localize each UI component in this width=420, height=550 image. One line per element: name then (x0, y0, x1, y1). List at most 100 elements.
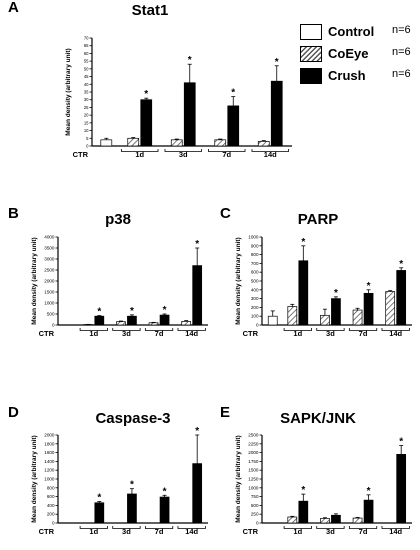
y-tick-label: 1750 (248, 459, 259, 464)
legend-item-coeye: CoEye n=6 (300, 46, 420, 64)
y-tick-label: 0 (52, 521, 55, 526)
y-tick-label: 300 (251, 296, 259, 301)
control-swatch (300, 24, 322, 40)
y-tick-label: 40 (84, 82, 89, 87)
x-tick-label: 1d (135, 150, 144, 159)
bar-crush (396, 454, 407, 524)
y-tick-label: 0 (256, 323, 259, 328)
bar-coeye (170, 139, 183, 147)
bar-crush (183, 82, 196, 147)
group-bracket (79, 328, 108, 331)
group-bracket (177, 526, 206, 529)
x-tick-label: 14d (389, 527, 402, 536)
significance-star: * (163, 486, 167, 497)
y-tick-label: 1000 (44, 477, 55, 482)
bar-coeye (320, 518, 330, 524)
panel-letter: E (220, 404, 230, 421)
bar-crush (127, 315, 137, 326)
y-tick-label: 0 (52, 323, 55, 328)
coeye-swatch (300, 46, 322, 62)
group-bracket (164, 149, 202, 152)
group-bracket (144, 526, 174, 529)
x-tick-label: CTR (243, 329, 259, 338)
y-tick-label: 400 (47, 503, 55, 508)
group-bracket (348, 328, 378, 331)
significance-star: * (97, 307, 101, 318)
chart-panel-e: E SAPK/JNK Mean density (arbitrary unit) 0 2… (220, 404, 412, 536)
x-tick-label: 3d (122, 527, 131, 536)
group-bracket (283, 526, 312, 529)
y-tick-label: 400 (251, 287, 259, 292)
y-tick-label: 10 (84, 128, 89, 133)
bar-coeye (320, 314, 330, 326)
x-tick-label: CTR (39, 527, 55, 536)
chart-panel-a: A Stat1 Mean density (arbitrary unit) 0 5 10 1… (8, 0, 292, 159)
bar-crush (363, 292, 374, 326)
y-tick-label: 500 (251, 279, 259, 284)
legend-item-control: Control n=6 (300, 24, 420, 42)
crush-swatch (300, 68, 322, 84)
bar-crush (298, 500, 309, 524)
y-tick-label: 1000 (248, 485, 259, 490)
y-tick-label: 2000 (44, 279, 55, 284)
legend-n: n=6 (392, 68, 411, 80)
y-tick-label: 3500 (44, 246, 55, 251)
x-tick-label: CTR (39, 329, 55, 338)
significance-star: * (188, 55, 192, 66)
y-tick-label: 3000 (44, 257, 55, 262)
x-tick-label: 14d (185, 329, 198, 338)
bar-coeye (287, 516, 298, 524)
y-tick-label: 500 (47, 312, 55, 317)
bar-coeye (127, 137, 140, 147)
y-tick-label: 800 (251, 252, 259, 257)
x-tick-label: 7d (222, 150, 231, 159)
group-bracket (348, 526, 378, 529)
y-tick-label: 1500 (248, 468, 259, 473)
y-tick-label: 250 (251, 512, 259, 517)
significance-star: * (334, 288, 338, 299)
bar-coeye (352, 517, 363, 524)
y-axis-label: Mean density (arbitrary unit) (31, 237, 38, 324)
legend-n: n=6 (392, 24, 411, 36)
y-tick-label: 800 (47, 485, 55, 490)
y-tick-label: 45 (84, 74, 89, 79)
group-bracket (79, 526, 108, 529)
group-bracket (121, 149, 159, 152)
group-bracket (316, 526, 345, 529)
bar-crush (331, 298, 341, 326)
bar-crush (127, 493, 137, 524)
significance-star: * (367, 281, 371, 292)
y-tick-label: 200 (251, 305, 259, 310)
y-tick-label: 55 (84, 59, 89, 64)
y-tick-label: 1250 (248, 477, 259, 482)
bar-crush (270, 80, 283, 147)
y-tick-label: 60 (84, 51, 89, 56)
panel-letter: D (8, 404, 19, 421)
bar-coeye (148, 322, 159, 326)
x-tick-label: 1d (89, 527, 98, 536)
y-axis-label: Mean density (arbitrary unit) (235, 237, 242, 324)
group-bracket (283, 328, 312, 331)
bar-crush (363, 499, 374, 524)
y-tick-label: 600 (47, 494, 55, 499)
group-bracket (144, 328, 174, 331)
bar-crush (298, 260, 309, 326)
x-tick-label: 3d (122, 329, 131, 338)
x-tick-label: 14d (264, 150, 277, 159)
y-tick-label: 25 (84, 105, 89, 110)
bar-crush (227, 105, 240, 147)
bar-crush (192, 265, 203, 326)
significance-star: * (163, 305, 167, 316)
y-tick-label: 900 (251, 243, 259, 248)
panel-letter: C (220, 205, 231, 222)
group-bracket (112, 526, 141, 529)
significance-star: * (130, 480, 134, 491)
group-bracket (208, 149, 246, 152)
chart-title: Stat1 (132, 2, 169, 19)
chart-title: p38 (105, 211, 131, 228)
y-tick-label: 750 (251, 494, 259, 499)
legend-n: n=6 (392, 46, 411, 58)
x-tick-label: 1d (89, 329, 98, 338)
x-tick-label: 7d (359, 527, 368, 536)
